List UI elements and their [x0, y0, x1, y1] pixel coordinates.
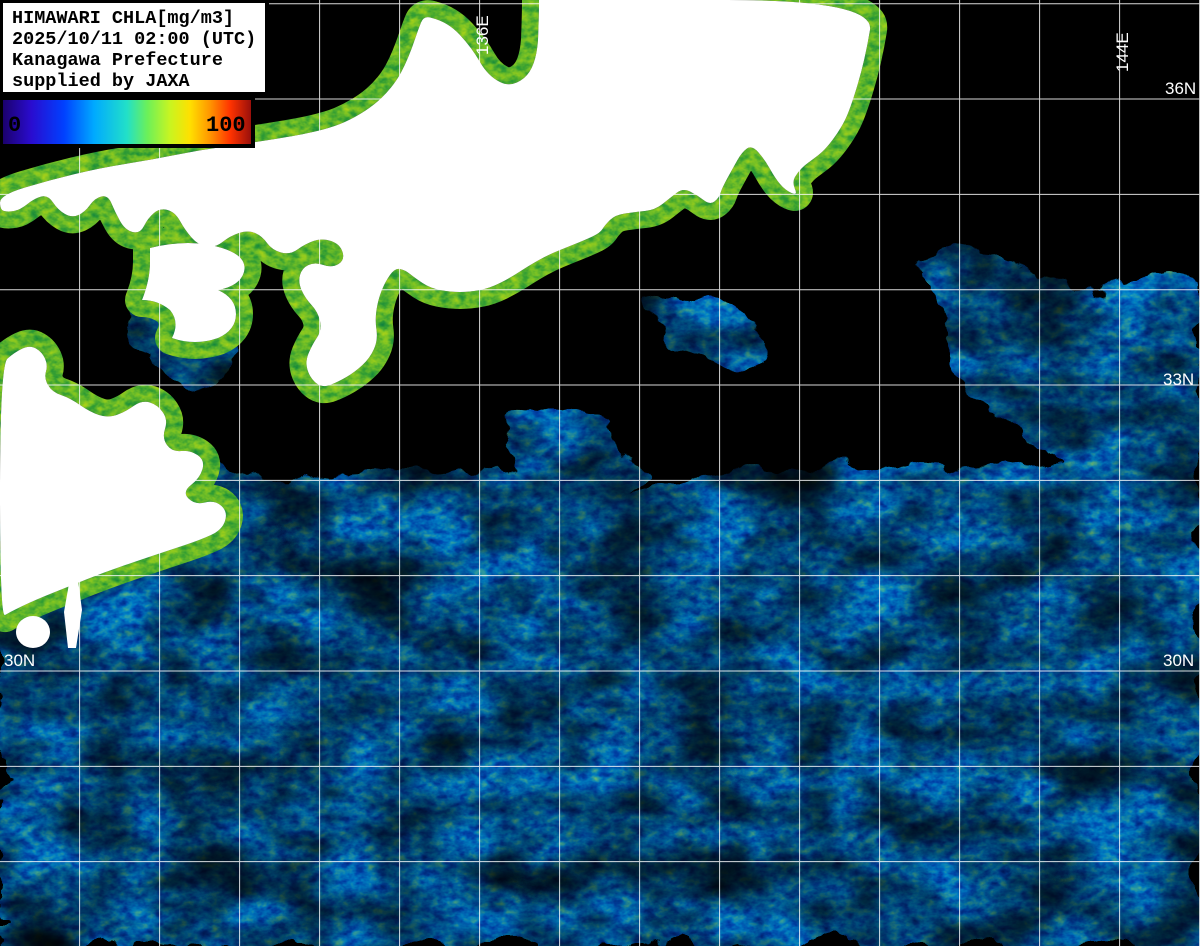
svg-text:30N: 30N: [1163, 651, 1194, 670]
svg-text:2025/10/11 02:00 (UTC): 2025/10/11 02:00 (UTC): [12, 29, 256, 50]
svg-text:33N: 33N: [1163, 370, 1194, 389]
svg-text:HIMAWARI CHLA[mg/m3]: HIMAWARI CHLA[mg/m3]: [12, 8, 234, 29]
svg-text:Kanagawa Prefecture: Kanagawa Prefecture: [12, 50, 223, 71]
svg-text:144E: 144E: [1113, 32, 1132, 72]
svg-text:supplied by JAXA: supplied by JAXA: [12, 71, 191, 92]
svg-text:0: 0: [8, 113, 21, 138]
svg-text:36N: 36N: [1165, 79, 1196, 98]
svg-text:100: 100: [206, 113, 246, 138]
svg-text:136E: 136E: [473, 15, 492, 55]
svg-text:30N: 30N: [4, 651, 35, 670]
